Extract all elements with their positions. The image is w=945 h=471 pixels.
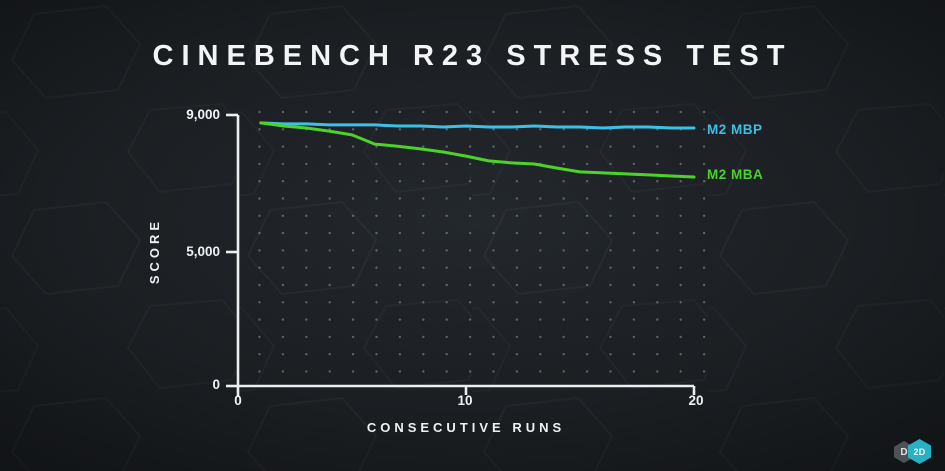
- x-axis-label: CONSECUTIVE RUNS: [366, 420, 566, 435]
- y-tick-5000: 5,000: [186, 244, 220, 259]
- x-tick-10: 10: [457, 393, 473, 408]
- legend-label-m2-mbp: M2 MBP: [707, 122, 763, 137]
- y-tick-9000: 9,000: [186, 107, 220, 122]
- x-tick-0: 0: [234, 393, 242, 408]
- y-tick-0: 0: [212, 377, 220, 392]
- dave2d-logo: D 2D: [891, 438, 935, 466]
- legend-label-m2-mba: M2 MBA: [707, 167, 764, 182]
- x-tick-20: 20: [688, 393, 704, 408]
- logo-hexagon-2d: 2D: [908, 439, 931, 464]
- logo-d-text: D: [900, 446, 908, 458]
- logo-2d-text: 2D: [913, 446, 926, 457]
